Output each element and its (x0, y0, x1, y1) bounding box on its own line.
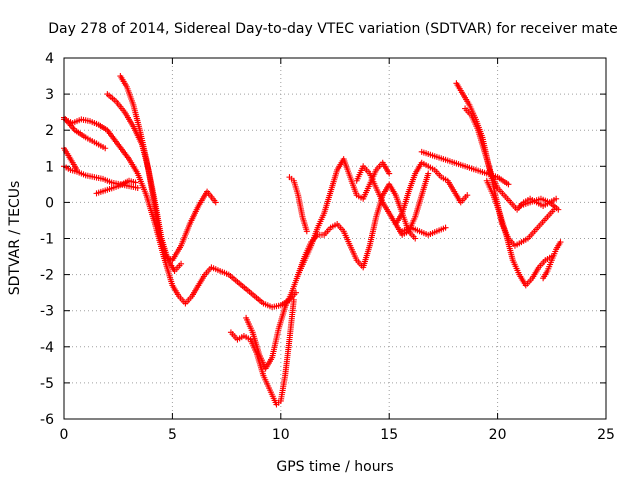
series-arc5 (93, 177, 139, 197)
series-arc14 (399, 224, 449, 238)
series-arc8 (227, 296, 297, 408)
data-point (178, 260, 185, 267)
x-tick-label: 20 (489, 427, 507, 443)
y-tick-label: -3 (40, 304, 54, 320)
y-tick-label: -5 (40, 376, 54, 392)
axis-ticks: 0 5 10 15 20 25 -6 -5 -4 -3 -2 -1 0 1 2 3 4 (40, 51, 615, 443)
x-tick-label: 25 (597, 427, 615, 443)
data-point (553, 195, 560, 202)
y-tick-label: -4 (40, 340, 54, 356)
data-point (425, 170, 432, 177)
y-tick-label: 2 (45, 123, 54, 139)
x-tick-label: 15 (380, 427, 398, 443)
data-point (464, 192, 471, 199)
series-arc20 (516, 195, 562, 213)
series-arc17 (462, 105, 560, 213)
y-tick-label: -1 (40, 232, 54, 248)
y-tick-label: -2 (40, 268, 54, 284)
y-tick-label: 3 (45, 87, 54, 103)
series-arc13 (392, 159, 471, 228)
data-series (61, 73, 564, 408)
y-tick-label: 1 (45, 159, 54, 175)
plot-frame (63, 57, 607, 420)
series-arc18 (483, 177, 555, 289)
x-tick-label: 10 (272, 427, 290, 443)
series-arc12 (353, 163, 432, 238)
data-point (386, 170, 393, 177)
x-tick-label: 0 (60, 427, 69, 443)
data-point (412, 235, 419, 242)
data-point (442, 224, 449, 231)
chart-title: Day 278 of 2014, Sidereal Day-to-day VTE… (48, 21, 618, 37)
y-tick-label: 0 (45, 195, 54, 211)
data-point (303, 228, 310, 235)
data-point (134, 184, 141, 191)
series-arc9 (243, 181, 419, 372)
data-point (102, 145, 109, 152)
data-point (290, 296, 297, 303)
data-point (212, 199, 219, 206)
y-tick-label: 4 (45, 51, 54, 67)
series-arc15 (418, 148, 512, 188)
x-axis-label: GPS time / hours (276, 459, 393, 475)
y-axis-label: SDTVAR / TECUs (7, 181, 23, 296)
data-point (505, 181, 512, 188)
data-point (132, 179, 139, 186)
series-arc19 (540, 239, 564, 282)
x-tick-label: 5 (168, 427, 177, 443)
y-tick-label: -6 (40, 412, 54, 428)
series-arc10 (286, 174, 310, 235)
data-point (555, 206, 562, 213)
data-point (557, 239, 564, 246)
grid (64, 58, 606, 419)
series-arc7 (117, 73, 219, 264)
series-arc3 (61, 163, 141, 191)
series-arc11 (295, 156, 393, 278)
data-point (74, 166, 81, 173)
